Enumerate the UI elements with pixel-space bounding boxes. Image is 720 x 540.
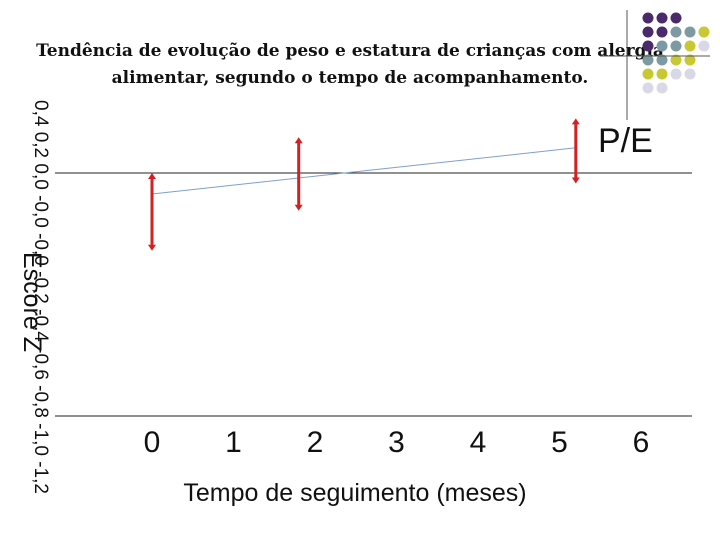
error-bar-bottom-cap-0: [148, 244, 156, 251]
decorative-dot-grid: [642, 12, 710, 94]
decor-dot: [656, 26, 668, 38]
chart-title-line2: alimentar, segundo o tempo de acompanham…: [111, 68, 589, 88]
x-axis-label: Tempo de seguimento (meses): [183, 479, 526, 507]
x-tick-label-4: 4: [470, 426, 487, 459]
decor-dot: [656, 54, 668, 66]
decor-dot: [684, 26, 696, 38]
decor-dot: [642, 68, 654, 80]
decor-dot: [642, 40, 654, 52]
decor-dot: [698, 26, 710, 38]
x-tick-label-0: 0: [144, 426, 161, 459]
error-bar-top-cap-1: [294, 137, 303, 144]
decor-dot: [670, 68, 682, 80]
decor-dot: [656, 40, 668, 52]
error-bar-top-cap-0: [148, 173, 156, 179]
decor-dot: [670, 54, 682, 66]
decor-dot: [684, 40, 696, 52]
chart-title-line1: Tendência de evolução de peso e estatura…: [36, 41, 664, 61]
x-tick-label-1: 1: [225, 426, 242, 459]
decor-dot: [670, 26, 682, 38]
decor-dot: [656, 12, 668, 24]
decor-dot: [684, 68, 696, 80]
error-bar-top-cap-2: [571, 118, 580, 125]
decor-dot: [670, 40, 682, 52]
error-bar-layer: [148, 118, 580, 251]
x-tick-label-6: 6: [633, 426, 650, 459]
error-bar-bottom-cap-1: [294, 204, 303, 211]
decor-dot: [656, 82, 668, 94]
trend-line: [151, 147, 576, 195]
x-tick-labels: 0 1 2 3 4 5 6: [144, 426, 650, 459]
decor-dot: [656, 68, 668, 80]
decor-dot: [642, 82, 654, 94]
decor-dot: [698, 40, 710, 52]
x-tick-label-2: 2: [307, 426, 324, 459]
y-axis-label: Escore Z: [18, 252, 46, 352]
y-tick-labels: 0,4 0,2 0,0 -0,0 -0,0 -0,2 -0,4 -0,6 -0,…: [30, 100, 51, 494]
chart-title: Tendência de evolução de peso e estatura…: [20, 38, 680, 92]
error-bar-bottom-cap-2: [571, 177, 580, 184]
x-tick-label-3: 3: [388, 426, 405, 459]
series-label: P/E: [598, 122, 653, 160]
x-tick-label-5: 5: [551, 426, 568, 459]
decor-dot: [642, 26, 654, 38]
decor-dot: [642, 54, 654, 66]
decor-dot: [642, 12, 654, 24]
decor-dot: [684, 54, 696, 66]
decor-dot: [670, 12, 682, 24]
trend-line-layer: [151, 147, 576, 195]
